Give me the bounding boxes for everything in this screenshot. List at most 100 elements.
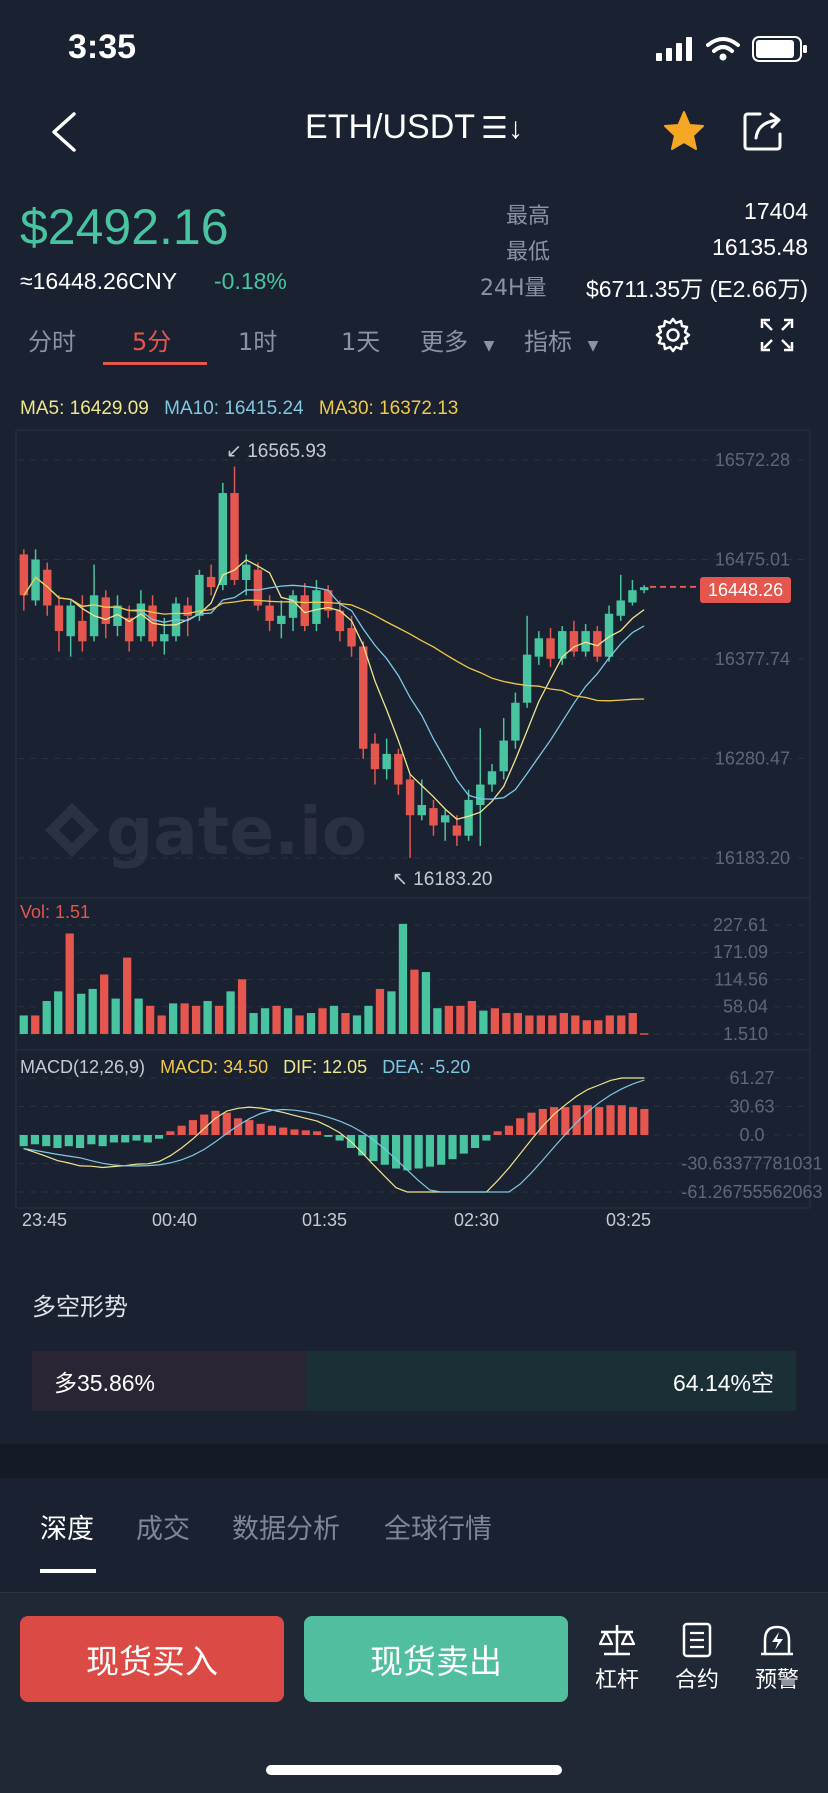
watermark-text: gate.io <box>106 793 367 870</box>
macd-bar <box>437 1135 446 1165</box>
tab-global-market[interactable]: 全球行情 <box>384 1514 492 1545</box>
price-axis-label: 16280.47 <box>715 749 790 769</box>
volume-bar <box>525 1015 534 1034</box>
macd-bar <box>606 1105 615 1135</box>
macd-bar <box>516 1118 525 1135</box>
candle-body <box>429 808 438 826</box>
macd-bar <box>583 1105 592 1135</box>
tab-indicator[interactable]: 指标 ▼ <box>524 322 598 357</box>
volume-bar <box>134 998 143 1034</box>
tab-1day[interactable]: 1天 <box>341 328 381 356</box>
volume-bar <box>180 1003 189 1034</box>
pair-title[interactable]: ETH/USDT ☰↓ <box>0 108 828 147</box>
fullscreen-icon[interactable] <box>760 318 794 352</box>
low-price-marker: ↖ 16183.20 <box>392 869 493 890</box>
volume-bar <box>283 1008 293 1034</box>
volume-bar <box>513 1013 522 1034</box>
volume-axis-label: 1.510 <box>723 1024 768 1044</box>
switch-pair-icon[interactable]: ☰↓ <box>481 112 523 145</box>
macd-legend: MACD(12,26,9) MACD: 34.50 DIF: 12.05 DEA… <box>20 1057 470 1078</box>
macd-bar <box>234 1118 243 1135</box>
stat-value-high: 17404 <box>744 198 808 224</box>
volume-bar <box>479 1010 488 1034</box>
candle-body <box>628 590 637 603</box>
low-price-value: 16183.20 <box>413 869 493 890</box>
candle-body <box>101 597 110 624</box>
candle-body <box>639 587 649 591</box>
volume-bar <box>203 1000 212 1034</box>
volume-bar <box>640 1033 649 1035</box>
price-axis-label: 16377.74 <box>715 649 790 669</box>
tab-more-label: 更多 <box>420 328 468 356</box>
leverage-button[interactable]: 杠杆 <box>582 1622 652 1694</box>
wifi-icon <box>706 37 740 61</box>
cny-price: ≈16448.26CNY <box>20 268 178 294</box>
stat-value-volume: $6711.35万 (E2.66万) <box>585 276 808 302</box>
macd-bar <box>188 1120 197 1135</box>
macd-bar <box>222 1112 231 1135</box>
tab-trades[interactable]: 成交 <box>136 1514 190 1545</box>
tab-timeshare[interactable]: 分时 <box>28 328 76 356</box>
watermark-logo: gate.io <box>44 793 367 870</box>
volume-bar <box>237 979 247 1034</box>
kline-chart[interactable]: gate.io 16572.28 16475.01 16377.74 16280.47… <box>0 420 828 1230</box>
price-axis-label: 16183.20 <box>715 848 790 868</box>
macd-bar <box>267 1125 276 1135</box>
candle-body <box>417 805 426 816</box>
spot-buy-button[interactable]: 现货买入 <box>20 1616 284 1702</box>
volume-bar <box>65 933 74 1034</box>
macd-bar <box>279 1127 288 1135</box>
volume-bar <box>398 923 408 1034</box>
volume-bar <box>387 991 396 1034</box>
macd-bar <box>335 1135 344 1141</box>
tab-1hour[interactable]: 1时 <box>238 328 278 356</box>
spot-sell-button[interactable]: 现货卖出 <box>304 1616 568 1702</box>
scale-icon <box>598 1625 636 1656</box>
alarm-icon <box>761 1625 793 1656</box>
tab-more[interactable]: 更多 ▼ <box>420 322 494 357</box>
tab-data-analysis[interactable]: 数据分析 <box>232 1514 340 1545</box>
candle-body <box>440 815 450 823</box>
candle-body <box>604 613 614 657</box>
macd-bar <box>87 1135 96 1145</box>
candle-body <box>487 771 497 785</box>
status-icons <box>656 32 808 66</box>
candle-body <box>66 605 75 637</box>
macd-value: MACD: 34.50 <box>160 1057 269 1077</box>
macd-bar <box>177 1125 186 1135</box>
ma30-line <box>23 576 645 702</box>
macd-bar <box>42 1135 51 1147</box>
candle-body <box>616 600 625 616</box>
macd-bar <box>324 1135 333 1137</box>
macd-bar <box>561 1107 570 1135</box>
macd-bar <box>617 1105 626 1135</box>
volume-bar <box>559 1013 568 1034</box>
detail-tabs <box>0 1478 828 1578</box>
volume-bar <box>617 1015 626 1034</box>
share-icon[interactable] <box>742 110 786 152</box>
tab-5min[interactable]: 5分 <box>132 328 172 356</box>
macd-bar <box>392 1135 401 1169</box>
candle-body <box>581 631 590 652</box>
candle-body <box>195 574 204 616</box>
candle-body <box>19 554 29 596</box>
macd-bar <box>471 1135 480 1149</box>
candle-body <box>499 740 508 772</box>
home-indicator[interactable] <box>266 1765 562 1775</box>
volume-bar <box>571 1015 580 1034</box>
contract-button[interactable]: 合约 <box>662 1622 732 1694</box>
macd-bar <box>448 1135 457 1160</box>
candle-body <box>31 559 40 601</box>
macd-bar <box>482 1135 491 1141</box>
settings-gear-icon[interactable] <box>654 316 692 354</box>
back-chevron-icon[interactable] <box>48 110 80 154</box>
price-axis-label: 16572.28 <box>715 450 790 470</box>
volume-bar <box>628 1013 637 1034</box>
volume-bar <box>421 972 431 1034</box>
candle-body <box>206 576 216 588</box>
alert-button[interactable]: 预警 <box>742 1622 812 1694</box>
favorite-star-icon[interactable] <box>662 110 706 152</box>
volume-bar <box>226 991 235 1034</box>
volume-bar <box>329 1005 339 1034</box>
tab-depth[interactable]: 深度 <box>40 1514 94 1545</box>
